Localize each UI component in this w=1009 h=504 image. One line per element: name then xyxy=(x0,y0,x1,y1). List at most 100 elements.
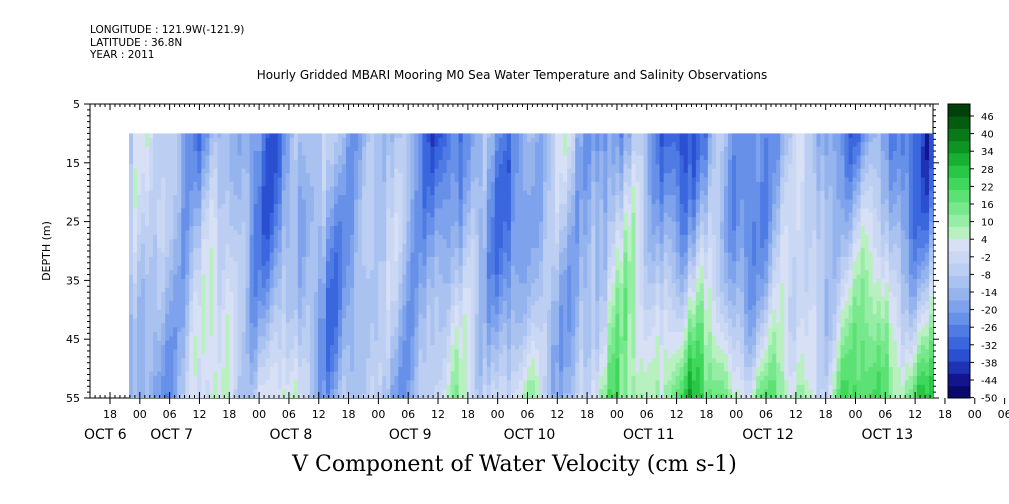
heatmap-cell xyxy=(257,371,263,377)
heatmap-cell xyxy=(406,314,411,320)
heatmap-cell xyxy=(305,243,311,249)
heatmap-cell xyxy=(366,168,371,174)
heatmap-cell xyxy=(217,186,223,192)
heatmap-cell xyxy=(325,274,331,280)
heatmap-cell xyxy=(201,226,206,232)
heatmap-cell xyxy=(330,389,335,395)
heatmap-cell xyxy=(390,256,395,262)
heatmap-cell xyxy=(358,195,363,201)
heatmap-cell xyxy=(370,230,375,236)
heatmap-cell xyxy=(309,274,315,280)
heatmap-cell xyxy=(446,362,452,368)
heatmap-cell xyxy=(354,305,359,311)
heatmap-cell xyxy=(338,256,343,262)
heatmap-cell xyxy=(402,265,407,271)
heatmap-cell xyxy=(402,221,407,227)
heatmap-cell xyxy=(277,296,283,302)
heatmap-cell xyxy=(406,331,411,337)
heatmap-cell xyxy=(209,248,215,254)
heatmap-cell xyxy=(382,217,387,223)
heatmap-cell xyxy=(297,327,303,333)
heatmap-cell xyxy=(394,159,399,165)
heatmap-cell xyxy=(438,323,444,329)
heatmap-cell xyxy=(133,389,138,395)
heatmap-cell xyxy=(213,186,219,192)
heatmap-cell xyxy=(137,221,142,227)
heatmap-cell xyxy=(350,212,355,218)
heatmap-cell xyxy=(438,230,444,236)
heatmap-cell xyxy=(173,239,178,245)
heatmap-cell xyxy=(249,217,255,223)
heatmap-cell xyxy=(297,305,303,311)
heatmap-cell xyxy=(442,243,448,249)
heatmap-cell xyxy=(325,199,331,205)
heatmap-cell xyxy=(133,226,138,232)
heatmap-cell xyxy=(269,278,275,284)
heatmap-cell xyxy=(193,195,198,201)
heatmap-cell xyxy=(338,331,343,337)
heatmap-cell xyxy=(334,230,339,236)
heatmap-cell xyxy=(245,389,251,395)
heatmap-cell xyxy=(165,248,170,254)
heatmap-cell xyxy=(442,186,448,192)
heatmap-cell xyxy=(370,331,375,337)
heatmap-cell xyxy=(454,133,460,139)
heatmap-cell xyxy=(362,199,367,205)
heatmap-cell xyxy=(422,199,428,205)
heatmap-cell xyxy=(338,349,343,355)
heatmap-cell xyxy=(422,177,428,183)
heatmap-cell xyxy=(293,358,299,364)
heatmap-cell xyxy=(378,362,383,368)
heatmap-cell xyxy=(330,195,335,201)
heatmap-cell xyxy=(193,309,198,315)
heatmap-cell xyxy=(177,323,182,329)
heatmap-cell xyxy=(261,371,267,377)
heatmap-cell xyxy=(169,212,174,218)
heatmap-cell xyxy=(334,190,339,196)
heatmap-cell xyxy=(233,203,239,209)
heatmap-cell xyxy=(366,133,371,139)
heatmap-cell xyxy=(133,349,138,355)
heatmap-cell xyxy=(269,305,275,311)
heatmap-cell xyxy=(281,256,287,262)
heatmap-cell xyxy=(225,287,231,293)
heatmap-cell xyxy=(233,195,239,201)
heatmap-cell xyxy=(213,336,219,342)
heatmap-cell xyxy=(350,243,355,249)
heatmap-cell xyxy=(169,221,174,227)
heatmap-cell xyxy=(362,159,367,165)
heatmap-cell xyxy=(229,199,235,205)
heatmap-cell xyxy=(237,177,243,183)
heatmap-cell xyxy=(321,195,327,201)
heatmap-cell xyxy=(153,261,158,267)
heatmap-cell xyxy=(446,256,452,262)
heatmap-cell xyxy=(237,371,243,377)
heatmap-cell xyxy=(293,151,299,157)
heatmap-cell xyxy=(189,340,194,346)
heatmap-cell xyxy=(450,164,456,170)
heatmap-cell xyxy=(325,362,331,368)
heatmap-cell xyxy=(221,173,227,179)
heatmap-cell xyxy=(330,212,335,218)
heatmap-cell xyxy=(342,393,347,398)
heatmap-cell xyxy=(229,380,235,386)
heatmap-cell xyxy=(209,177,215,183)
heatmap-cell xyxy=(241,155,247,161)
heatmap-cell xyxy=(225,164,231,170)
heatmap-cell xyxy=(173,234,178,240)
heatmap-cell xyxy=(438,181,444,187)
heatmap-cell xyxy=(145,375,150,381)
heatmap-cell xyxy=(289,300,295,306)
heatmap-cell xyxy=(213,389,219,395)
heatmap-cell xyxy=(261,195,267,201)
heatmap-cell xyxy=(342,371,347,377)
heatmap-cell xyxy=(309,159,315,165)
heatmap-cell xyxy=(261,270,267,276)
heatmap-cell xyxy=(301,133,307,139)
heatmap-cell xyxy=(273,287,279,293)
heatmap-cell xyxy=(269,367,275,373)
heatmap-cell xyxy=(378,199,383,205)
heatmap-cell xyxy=(394,208,399,214)
heatmap-cell xyxy=(133,380,138,386)
heatmap-cell xyxy=(362,393,367,398)
